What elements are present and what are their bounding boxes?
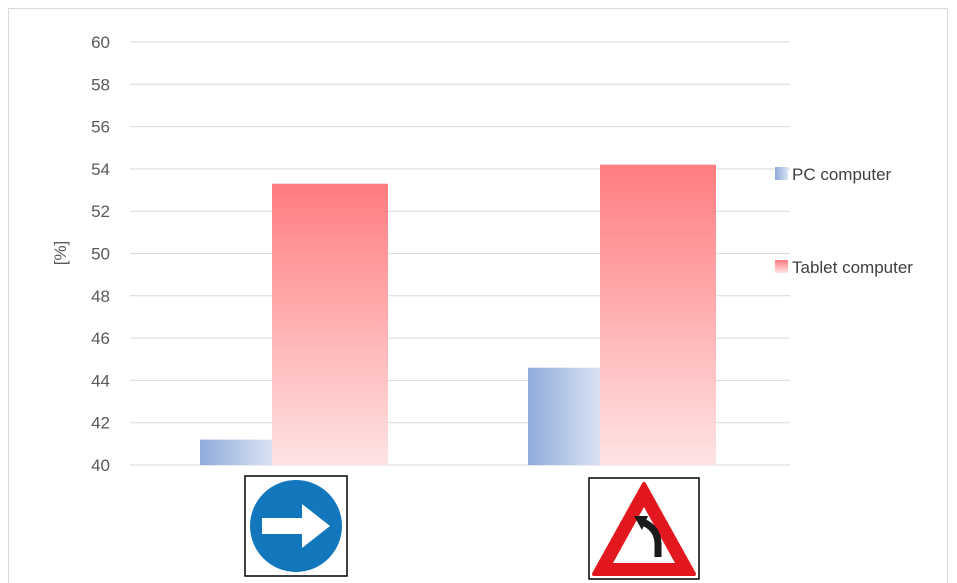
bar-pc-computer [528,367,600,465]
legend-swatch-pc [775,167,788,180]
gridlines [130,41,790,466]
y-tick-label: 52 [91,202,110,221]
bars [200,164,716,466]
y-tick-label: 48 [91,287,110,306]
y-tick-label: 58 [91,75,110,94]
category-label-1 [244,475,348,577]
y-tick-label: 42 [91,414,110,433]
y-axis-title: [%] [51,241,70,266]
legend: PC computer Tablet computer [775,165,913,277]
y-tick-label: 50 [91,245,110,264]
legend-label-tablet: Tablet computer [792,258,913,277]
y-axis-ticks: 40 42 44 46 48 50 52 54 56 58 60 [91,33,110,475]
bar-tablet-computer [600,164,716,466]
bar-pc-computer [200,439,272,465]
category-label-2 [588,477,700,580]
legend-swatch-tablet [775,260,788,273]
bar-tablet-computer [272,183,388,465]
legend-item-tablet: Tablet computer [775,258,913,277]
legend-item-pc: PC computer [775,165,892,184]
y-tick-label: 60 [91,33,110,52]
mandatory-turn-right-sign-icon [248,478,344,574]
dangerous-curve-left-warning-sign-icon [592,482,696,576]
legend-label-pc: PC computer [792,165,892,184]
y-tick-label: 54 [91,160,110,179]
y-tick-label: 44 [91,371,110,390]
y-tick-label: 40 [91,456,110,475]
y-tick-label: 56 [91,118,110,137]
y-tick-label: 46 [91,329,110,348]
